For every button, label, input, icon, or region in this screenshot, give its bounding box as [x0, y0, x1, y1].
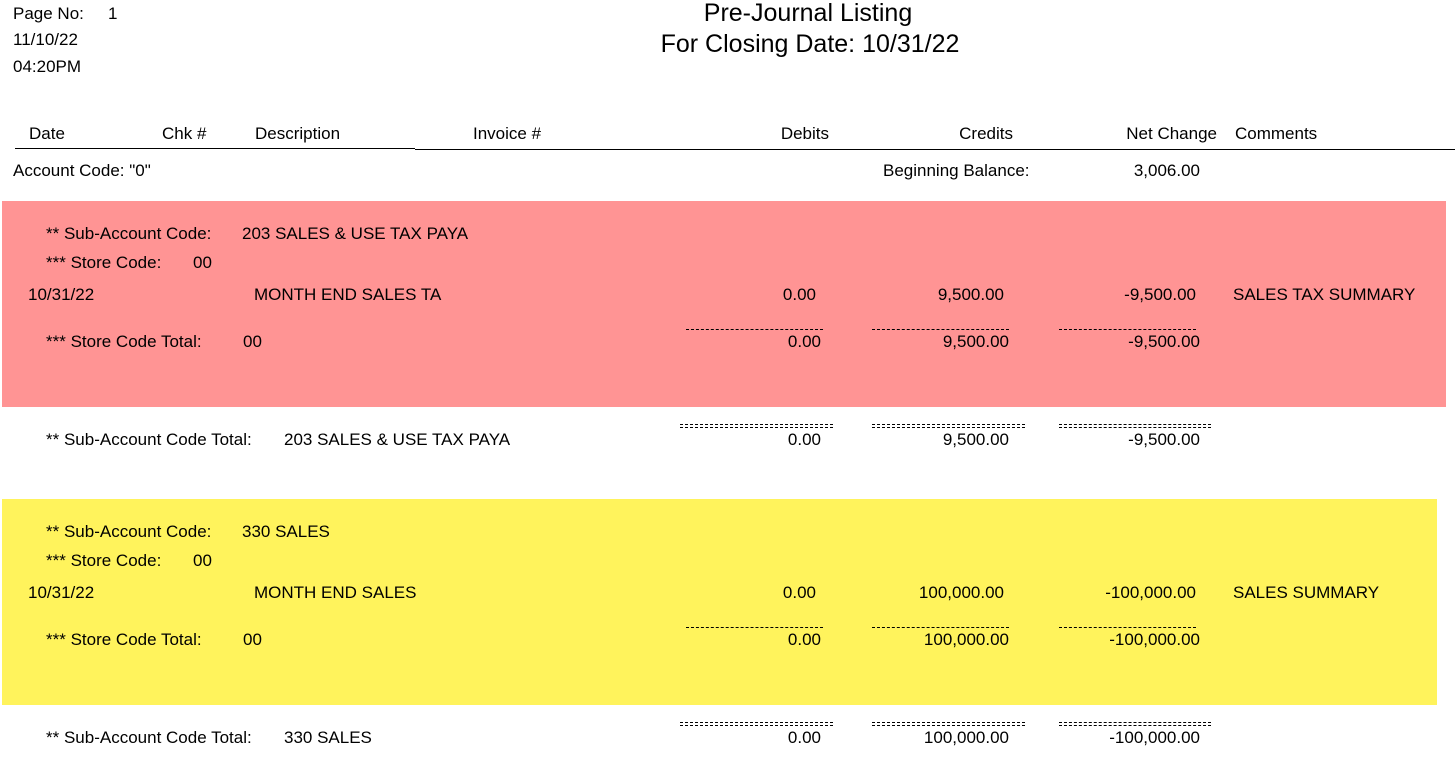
- sub-account: 203 SALES & USE TAX PAYA: [242, 224, 469, 243]
- entry-credits: 9,500.00: [937, 285, 1004, 304]
- entry-date: 10/31/22: [28, 583, 95, 602]
- page-no: 1: [108, 4, 118, 23]
- entry-net-change: -9,500.00: [1124, 285, 1196, 304]
- section-band: [2, 499, 1437, 705]
- column-header: Invoice #: [473, 124, 542, 143]
- store-total-credits: 100,000.00: [923, 630, 1009, 649]
- entry-description: MONTH END SALES: [254, 583, 417, 602]
- entry-net-change: -100,000.00: [1105, 583, 1196, 602]
- entry-comment: SALES SUMMARY: [1233, 583, 1380, 602]
- total-rule: [872, 722, 1025, 726]
- subtotal-rule: [1059, 627, 1196, 628]
- report-title: Pre-Journal Listing: [703, 0, 913, 27]
- beginning-balance-label: Beginning Balance:: [883, 161, 1030, 180]
- store-total-debits: 0.00: [787, 332, 821, 351]
- column-header: Debits: [780, 124, 829, 143]
- sub-account: 330 SALES: [242, 522, 330, 541]
- sub-account-label: ** Sub-Account Code:: [46, 224, 212, 243]
- store-total-net-change: -100,000.00: [1109, 630, 1200, 649]
- store-total-credits: 9,500.00: [942, 332, 1009, 351]
- print-date: 11/10/22: [13, 30, 78, 49]
- beginning-balance: 3,006.00: [1133, 161, 1200, 180]
- store-code: 00: [193, 253, 212, 272]
- column-header: Date: [29, 124, 65, 143]
- total-rule: [1059, 424, 1211, 428]
- sub-total-credits: 9,500.00: [942, 430, 1009, 449]
- store-total-label: *** Store Code Total:: [46, 332, 202, 351]
- report-subtitle: For Closing Date: 10/31/22: [660, 30, 960, 58]
- sub-total-name: 203 SALES & USE TAX PAYA: [284, 430, 511, 449]
- column-header: Net Change: [1126, 124, 1217, 143]
- column-header: Chk #: [162, 124, 207, 143]
- sub-total-credits: 100,000.00: [923, 728, 1009, 747]
- store-total-code: 00: [243, 332, 262, 351]
- column-header: Description: [255, 124, 341, 143]
- store-total-label: *** Store Code Total:: [46, 630, 202, 649]
- header-rule: [15, 148, 415, 149]
- entry-description: MONTH END SALES TA: [254, 285, 442, 304]
- total-rule: [680, 722, 833, 726]
- store-code: 00: [193, 551, 212, 570]
- total-rule: [872, 424, 1025, 428]
- sub-total-name: 330 SALES: [284, 728, 372, 747]
- subtotal-rule: [872, 329, 1009, 330]
- sub-total-label: ** Sub-Account Code Total:: [46, 728, 252, 747]
- sub-account-label: ** Sub-Account Code:: [46, 522, 212, 541]
- sub-total-net-change: -9,500.00: [1128, 430, 1200, 449]
- subtotal-rule: [686, 329, 823, 330]
- store-code-label: *** Store Code:: [46, 551, 162, 570]
- store-total-code: 00: [243, 630, 262, 649]
- store-total-debits: 0.00: [787, 630, 821, 649]
- column-header: Credits: [959, 124, 1013, 143]
- entry-comment: SALES TAX SUMMARY: [1233, 285, 1416, 304]
- column-header: Comments: [1235, 124, 1318, 143]
- total-rule: [680, 424, 833, 428]
- page-no-label: Page No:: [13, 4, 84, 23]
- subtotal-rule: [872, 627, 1009, 628]
- entry-date: 10/31/22: [28, 285, 95, 304]
- sub-total-net-change: -100,000.00: [1109, 728, 1200, 747]
- subtotal-rule: [1059, 329, 1196, 330]
- sub-total-debits: 0.00: [787, 728, 821, 747]
- header-rule: [415, 149, 1455, 150]
- account-code: Account Code: "0": [13, 161, 151, 180]
- print-time: 04:20PM: [13, 57, 82, 76]
- sub-total-debits: 0.00: [787, 430, 821, 449]
- store-code-label: *** Store Code:: [46, 253, 162, 272]
- entry-debits: 0.00: [782, 285, 816, 304]
- entry-credits: 100,000.00: [918, 583, 1004, 602]
- entry-debits: 0.00: [782, 583, 816, 602]
- section-band: [2, 201, 1446, 407]
- store-total-net-change: -9,500.00: [1128, 332, 1200, 351]
- total-rule: [1059, 722, 1211, 726]
- sub-total-label: ** Sub-Account Code Total:: [46, 430, 252, 449]
- subtotal-rule: [686, 627, 823, 628]
